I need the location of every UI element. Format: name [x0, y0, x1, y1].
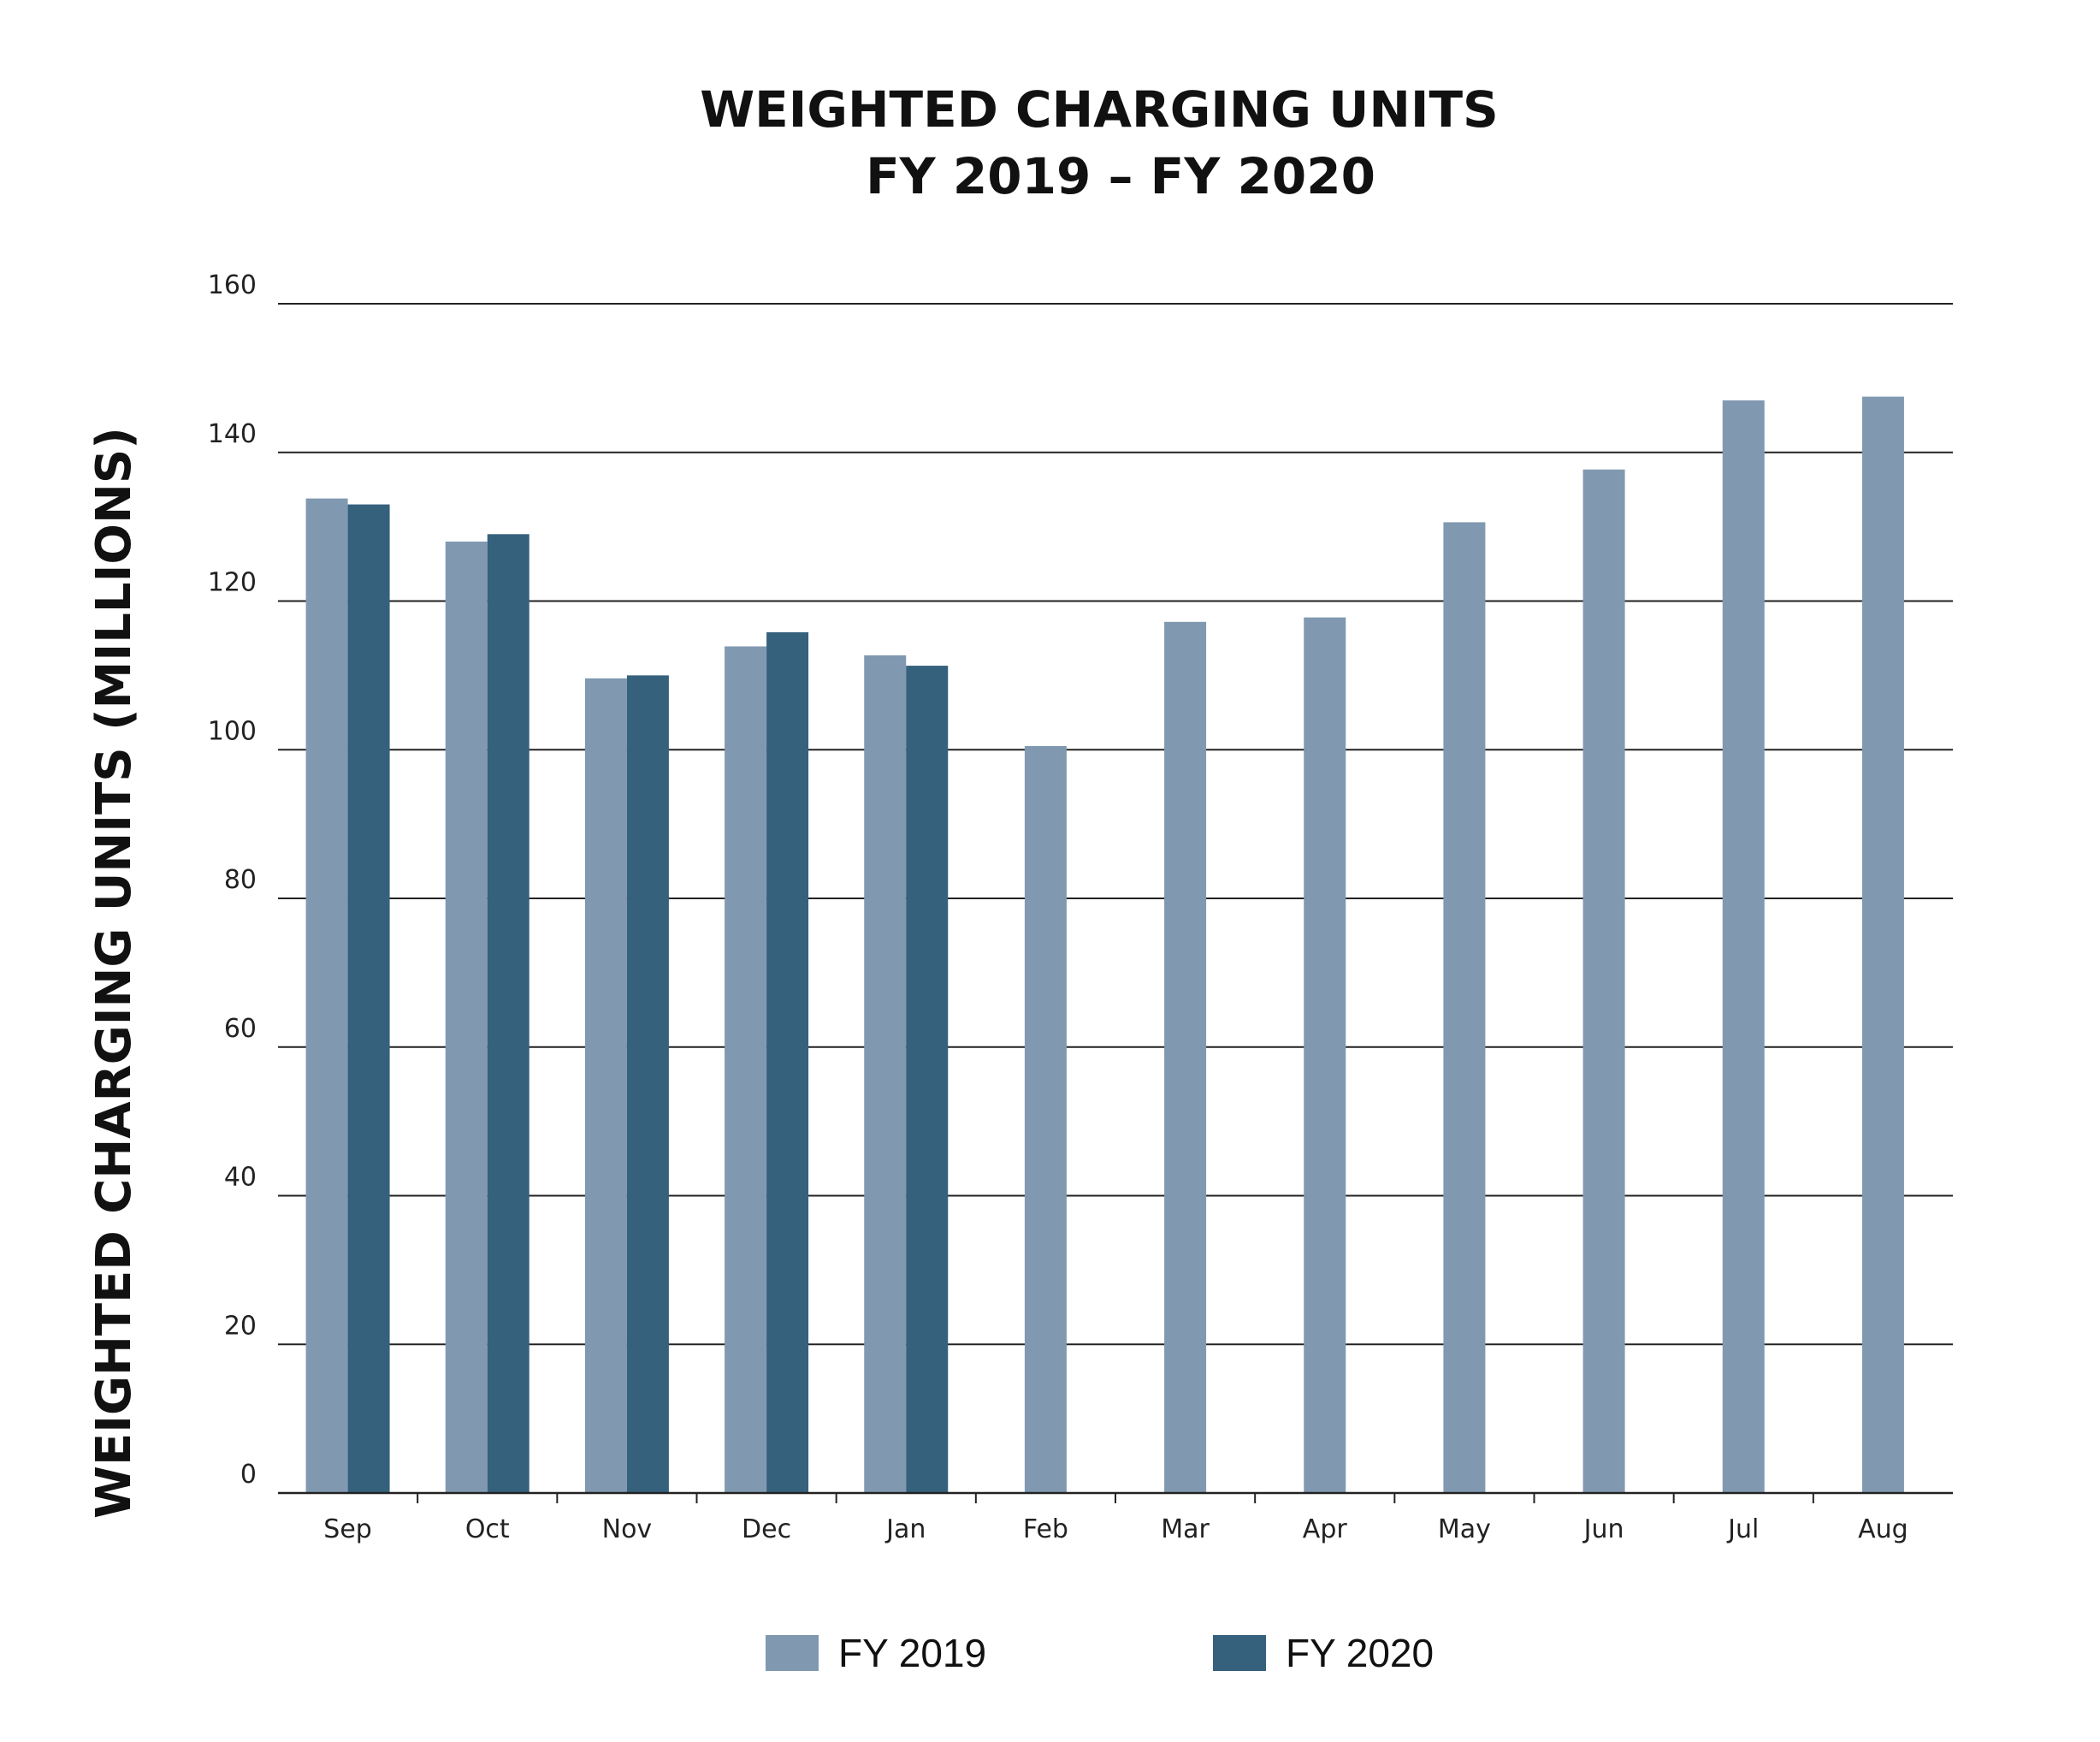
bar-fy2019-may [1443, 522, 1486, 1493]
bar-fy2019-oct [445, 542, 488, 1493]
y-axis-ticks: 0 20 40 60 80 100 120 140 160 [208, 270, 257, 1490]
bar-fy2020-jan [906, 666, 949, 1493]
y-axis-label: WEIGHTED CHARGING UNITS (MILLIONS) [86, 427, 142, 1519]
legend-label: FY 2020 [1286, 1631, 1434, 1675]
x-tick-label: Jan [884, 1514, 926, 1544]
bar-fy2019-apr [1304, 617, 1346, 1493]
y-tick-label: 120 [208, 568, 257, 598]
x-tick-label: Sep [323, 1514, 372, 1544]
y-tick-label: 140 [208, 419, 257, 449]
y-tick-label: 80 [224, 865, 257, 895]
legend-label: FY 2019 [838, 1631, 986, 1675]
bar-fy2019-jun [1582, 469, 1625, 1494]
bar-fy2019-aug [1861, 396, 1904, 1493]
y-tick-label: 40 [224, 1163, 257, 1193]
legend-swatch [766, 1635, 819, 1671]
x-tick-label: Jul [1726, 1514, 1759, 1544]
y-tick-label: 160 [208, 270, 257, 300]
bar-fy2020-nov [626, 675, 669, 1493]
gridlines [278, 303, 1953, 1494]
bar-fy2020-sep [347, 504, 390, 1493]
y-tick-label: 20 [224, 1311, 257, 1341]
bar-fy2020-dec [766, 631, 809, 1493]
x-tick-label: Mar [1161, 1514, 1210, 1544]
bar-fy2019-feb [1024, 745, 1067, 1493]
bar-fy2019-sep [305, 498, 348, 1493]
x-tick-label: Jun [1582, 1514, 1624, 1544]
y-tick-label: 60 [224, 1014, 257, 1044]
x-tick-label: Apr [1303, 1514, 1348, 1544]
bar-fy2019-jul [1722, 400, 1765, 1493]
bar-fy2019-nov [584, 678, 627, 1493]
x-axis: Sep Oct Nov Dec Jan Feb Mar Apr May Jun Jul Aug [278, 1491, 1953, 1544]
x-tick-label: Nov [602, 1514, 653, 1544]
y-tick-label: 100 [208, 716, 257, 746]
legend: FY 2019 FY 2020 [766, 1631, 1434, 1675]
chart-title-line-2: FY 2019 – FY 2020 [866, 147, 1375, 205]
bars [305, 396, 1904, 1494]
x-tick-label: Dec [742, 1514, 791, 1544]
x-tick-label: Oct [465, 1514, 510, 1544]
bar-fy2019-dec [725, 646, 767, 1493]
bar-fy2019-jan [864, 655, 907, 1493]
x-tick-label: May [1438, 1514, 1491, 1544]
bar-fy2019-mar [1164, 621, 1207, 1493]
y-tick-label: 0 [240, 1460, 257, 1490]
bar-fy2020-oct [487, 534, 529, 1493]
x-tick-label: Feb [1023, 1514, 1068, 1544]
chart-title-line-1: WEIGHTED CHARGING UNITS [700, 80, 1499, 139]
legend-swatch [1213, 1635, 1266, 1671]
x-tick-label: Aug [1858, 1514, 1908, 1544]
